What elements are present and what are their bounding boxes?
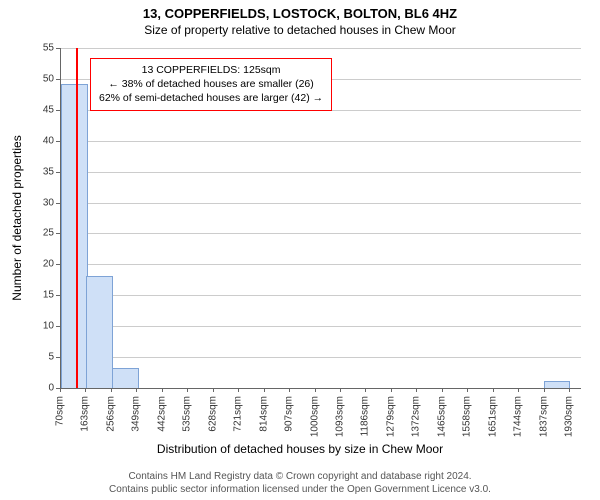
x-tick-label: 163sqm <box>80 396 91 432</box>
histogram-bar <box>61 84 88 388</box>
x-tick-label: 907sqm <box>284 396 295 432</box>
x-tick-mark <box>493 388 494 392</box>
y-tick-label: 55 <box>0 43 54 54</box>
x-tick-label: 1093sqm <box>334 396 345 437</box>
y-axis-label: Number of detached properties <box>10 135 24 300</box>
chart-container: 13, COPPERFIELDS, LOSTOCK, BOLTON, BL6 4… <box>0 0 600 500</box>
reference-line <box>76 48 78 388</box>
y-tick-mark <box>56 79 60 80</box>
y-tick-mark <box>56 172 60 173</box>
x-tick-label: 1279sqm <box>385 396 396 437</box>
x-tick-mark <box>238 388 239 392</box>
y-tick-mark <box>56 264 60 265</box>
y-tick-label: 15 <box>0 290 54 301</box>
x-tick-label: 1558sqm <box>462 396 473 437</box>
x-tick-mark <box>187 388 188 392</box>
histogram-bar <box>112 368 139 388</box>
y-tick-mark <box>56 357 60 358</box>
y-tick-label: 50 <box>0 73 54 84</box>
x-tick-label: 814sqm <box>258 396 269 432</box>
y-tick-mark <box>56 48 60 49</box>
y-tick-label: 10 <box>0 321 54 332</box>
y-tick-label: 35 <box>0 166 54 177</box>
x-tick-label: 1930sqm <box>564 396 575 437</box>
x-tick-label: 628sqm <box>207 396 218 432</box>
y-tick-mark <box>56 233 60 234</box>
x-tick-label: 1744sqm <box>513 396 524 437</box>
x-tick-mark <box>264 388 265 392</box>
footer-line1: Contains HM Land Registry data © Crown c… <box>0 470 600 483</box>
x-tick-mark <box>569 388 570 392</box>
y-tick-label: 20 <box>0 259 54 270</box>
y-tick-label: 5 <box>0 352 54 363</box>
x-tick-mark <box>289 388 290 392</box>
gridline <box>61 203 581 204</box>
gridline <box>61 233 581 234</box>
x-tick-mark <box>467 388 468 392</box>
gridline <box>61 172 581 173</box>
histogram-bar <box>544 381 571 388</box>
x-tick-label: 349sqm <box>131 396 142 432</box>
y-tick-mark <box>56 110 60 111</box>
x-tick-label: 1000sqm <box>309 396 320 437</box>
title-subtitle: Size of property relative to detached ho… <box>0 21 600 37</box>
gridline <box>61 326 581 327</box>
y-tick-label: 30 <box>0 197 54 208</box>
y-tick-label: 45 <box>0 104 54 115</box>
x-tick-label: 1372sqm <box>411 396 422 437</box>
x-tick-label: 1651sqm <box>487 396 498 437</box>
gridline <box>61 141 581 142</box>
footer-attribution: Contains HM Land Registry data © Crown c… <box>0 470 600 496</box>
x-tick-label: 721sqm <box>233 396 244 432</box>
y-tick-mark <box>56 326 60 327</box>
y-tick-label: 40 <box>0 135 54 146</box>
x-tick-mark <box>60 388 61 392</box>
histogram-bar <box>86 276 113 388</box>
infobox-line3: 62% of semi-detached houses are larger (… <box>99 91 323 105</box>
x-tick-label: 1465sqm <box>436 396 447 437</box>
x-tick-mark <box>340 388 341 392</box>
x-tick-label: 256sqm <box>105 396 116 432</box>
x-tick-label: 1186sqm <box>360 396 371 436</box>
x-tick-mark <box>315 388 316 392</box>
x-tick-mark <box>85 388 86 392</box>
x-tick-mark <box>111 388 112 392</box>
gridline <box>61 295 581 296</box>
x-tick-mark <box>162 388 163 392</box>
gridline <box>61 264 581 265</box>
y-tick-mark <box>56 295 60 296</box>
reference-infobox: 13 COPPERFIELDS: 125sqm ← 38% of detache… <box>90 58 332 111</box>
x-tick-mark <box>518 388 519 392</box>
y-tick-mark <box>56 203 60 204</box>
y-tick-label: 25 <box>0 228 54 239</box>
gridline <box>61 357 581 358</box>
x-tick-mark <box>416 388 417 392</box>
x-tick-label: 535sqm <box>182 396 193 432</box>
x-tick-mark <box>365 388 366 392</box>
x-tick-mark <box>136 388 137 392</box>
x-tick-label: 442sqm <box>156 396 167 432</box>
x-tick-mark <box>544 388 545 392</box>
x-axis-label: Distribution of detached houses by size … <box>0 442 600 456</box>
infobox-line2: ← 38% of detached houses are smaller (26… <box>99 77 323 91</box>
x-tick-mark <box>213 388 214 392</box>
footer-line2: Contains public sector information licen… <box>0 483 600 496</box>
x-tick-label: 1837sqm <box>538 396 549 437</box>
gridline <box>61 48 581 49</box>
x-tick-mark <box>391 388 392 392</box>
x-tick-mark <box>442 388 443 392</box>
y-tick-mark <box>56 141 60 142</box>
y-tick-label: 0 <box>0 383 54 394</box>
title-address: 13, COPPERFIELDS, LOSTOCK, BOLTON, BL6 4… <box>0 0 600 21</box>
infobox-line1: 13 COPPERFIELDS: 125sqm <box>99 63 323 77</box>
x-tick-label: 70sqm <box>55 396 66 426</box>
